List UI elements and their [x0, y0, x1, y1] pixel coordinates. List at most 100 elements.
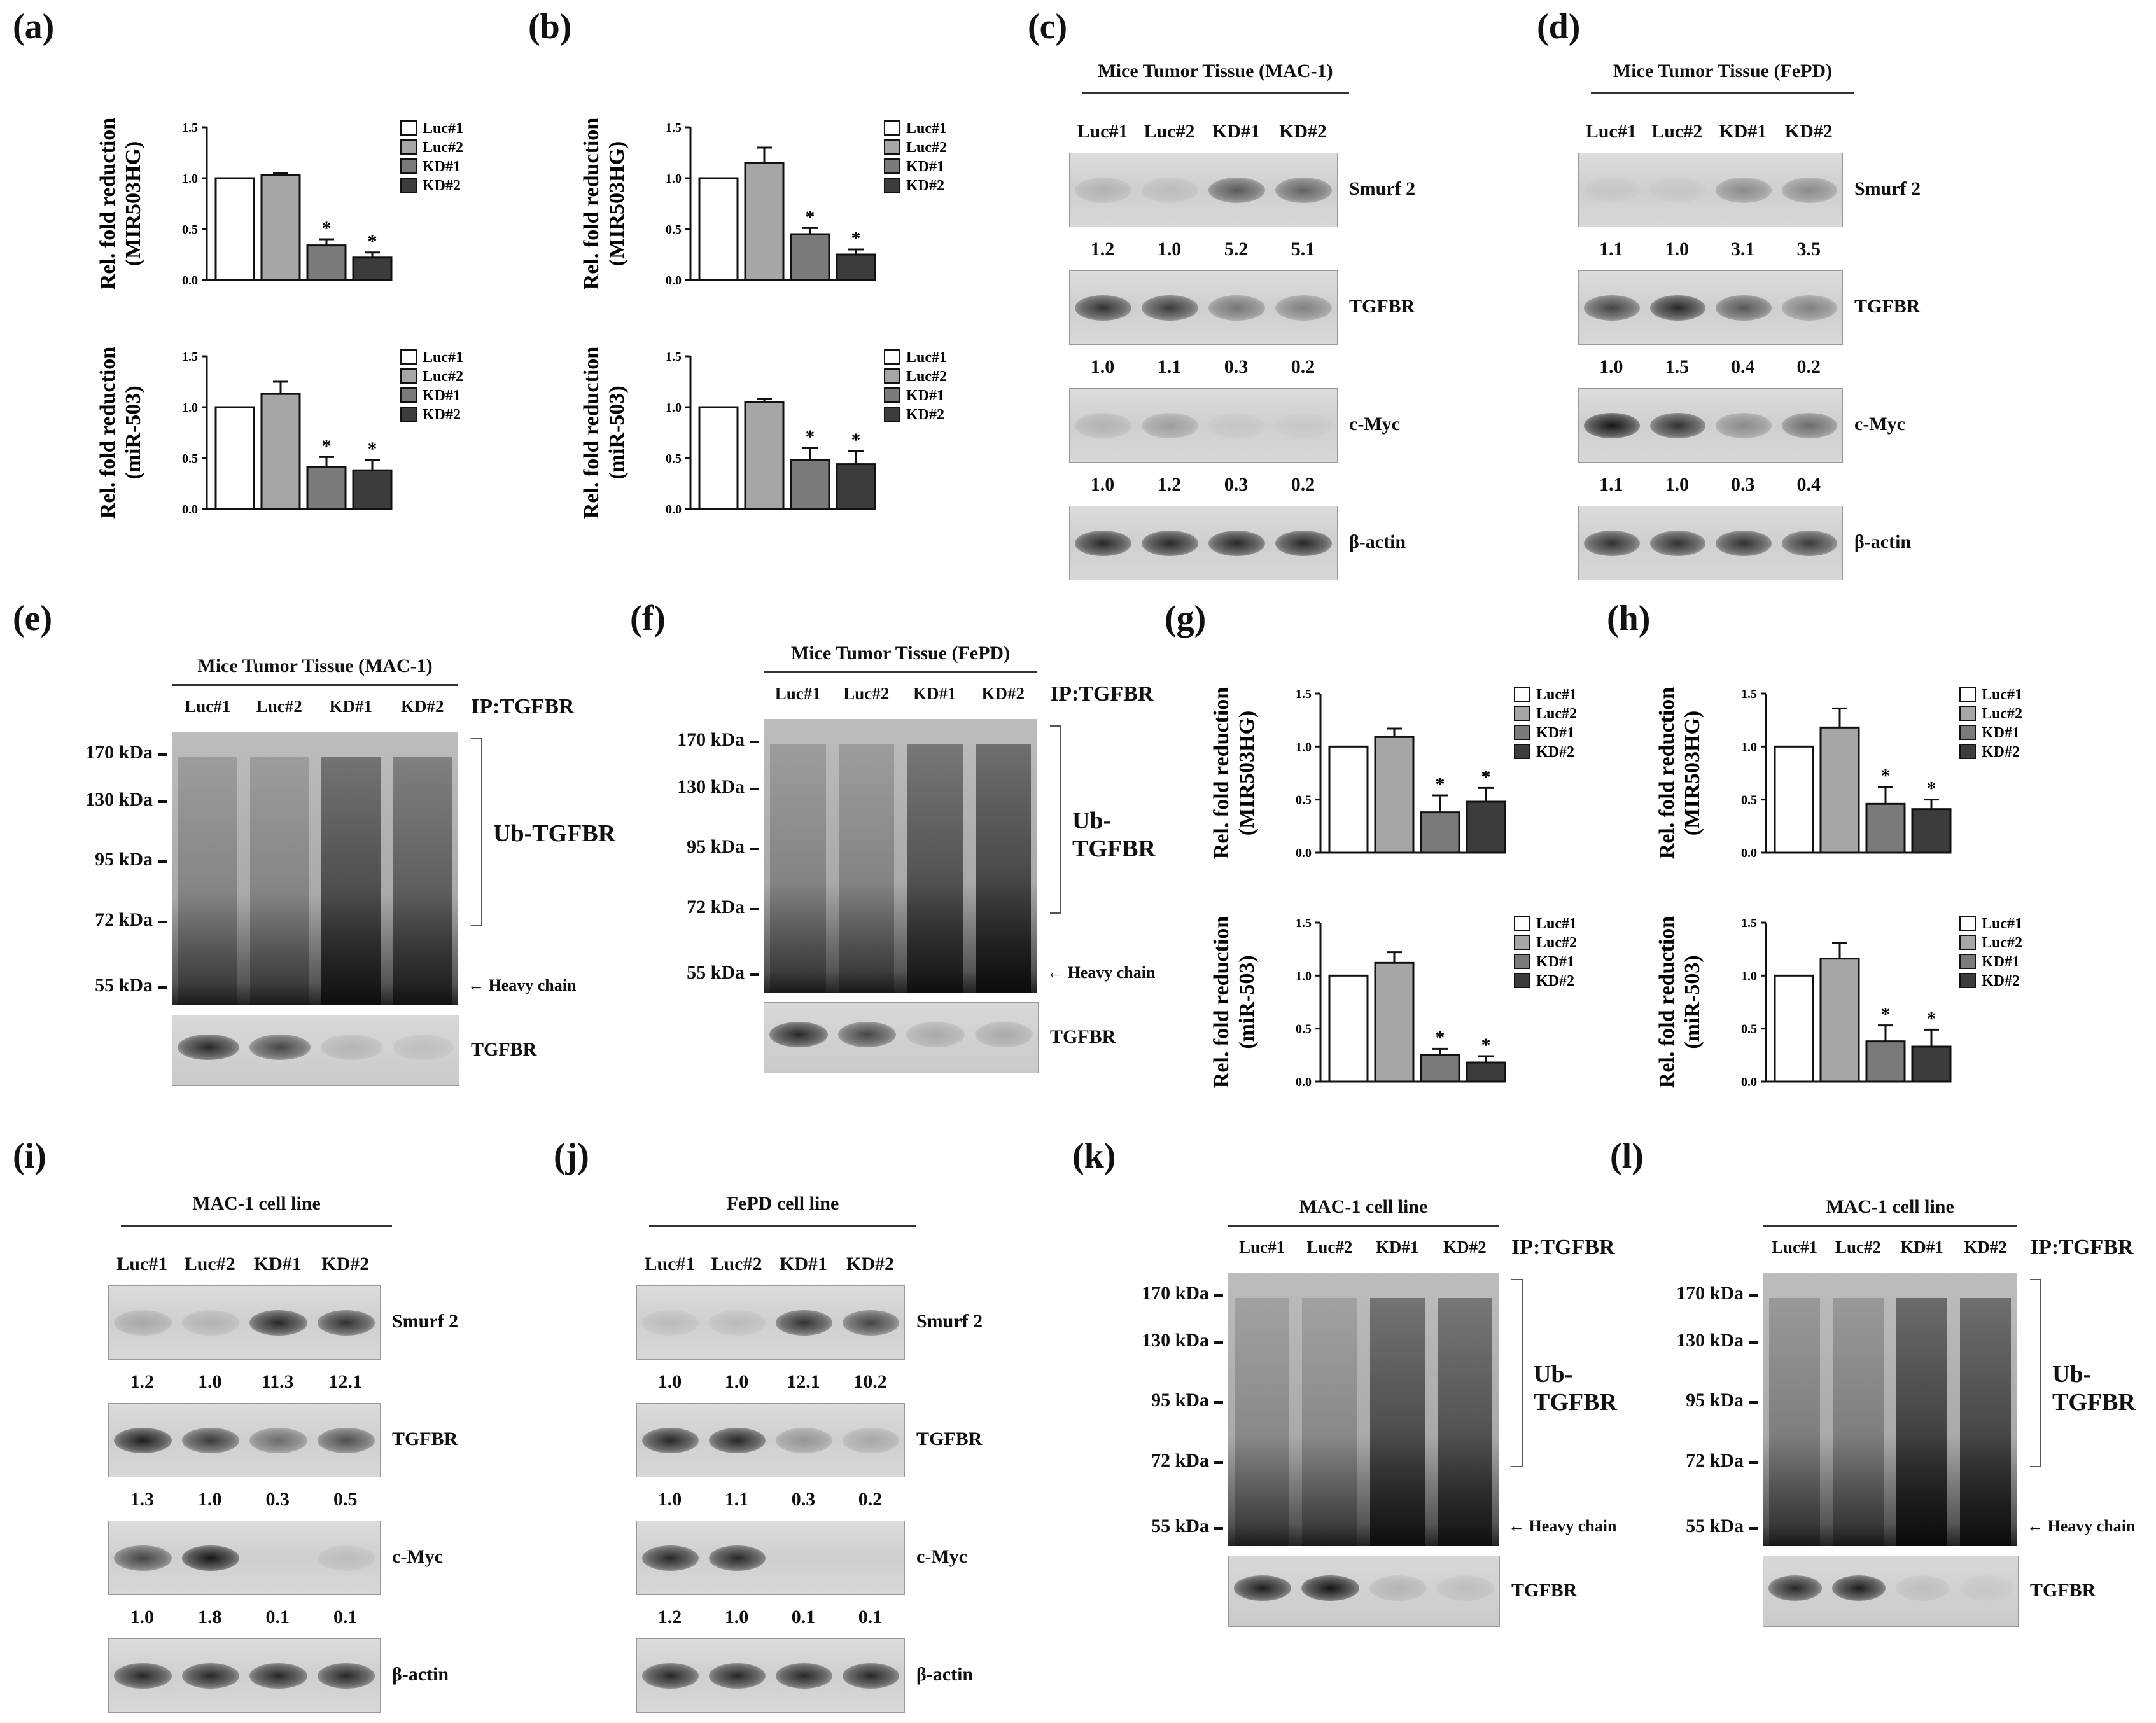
quant-value: 0.1 — [858, 1607, 883, 1628]
significance-star: * — [806, 206, 815, 227]
blot-band — [1208, 412, 1265, 438]
legend-label: KD#2 — [1536, 973, 1574, 989]
protein-label: TGFBR — [916, 1428, 983, 1449]
mw-marker-label: 95 kDa — [1151, 1390, 1209, 1411]
blot-band — [181, 1545, 239, 1571]
lane-label: Luc#2 — [1144, 121, 1195, 142]
blot-strip — [108, 1403, 381, 1477]
significance-star: * — [1436, 1027, 1445, 1048]
blot-band — [709, 1309, 766, 1336]
quant-value: 3.5 — [1796, 239, 1821, 260]
blot-band — [1142, 530, 1198, 556]
blot-strip — [1578, 506, 1843, 580]
y-axis-label: Rel. fold reduction — [1655, 687, 1679, 860]
blot-band — [1781, 412, 1837, 438]
ub-smear — [907, 744, 963, 993]
mw-marker-label: 72 kDa — [687, 896, 745, 917]
blot-band — [1301, 1575, 1359, 1601]
legend-label: KD#1 — [423, 387, 461, 404]
ub-smear — [1437, 1298, 1492, 1546]
legend-label: KD#1 — [1982, 954, 2020, 970]
protein-label: TGFBR — [392, 1428, 458, 1449]
y-tick-label: 1.5 — [182, 121, 198, 135]
mw-marker-tick — [1214, 1341, 1223, 1344]
bar — [1466, 1061, 1506, 1083]
lane-label: Luc#1 — [1771, 1238, 1817, 1257]
ub-smear — [975, 744, 1031, 993]
quant-value: 0.1 — [791, 1607, 816, 1628]
legend-swatch — [1959, 706, 1976, 721]
ub-smear — [770, 744, 826, 993]
significance-star: * — [1436, 774, 1445, 795]
heavy-chain-label: ← Heavy chain — [2027, 1516, 2136, 1535]
mw-marker-tick — [750, 907, 759, 910]
quant-value: 1.2 — [1157, 474, 1182, 495]
quant-value: 0.3 — [1731, 474, 1755, 495]
blot-title-rule — [1082, 92, 1349, 94]
protein-label: TGFBR — [1050, 1026, 1116, 1047]
quant-value: 0.2 — [858, 1489, 883, 1510]
quant-value: 10.2 — [853, 1371, 887, 1392]
input-blot-strip — [172, 1015, 459, 1086]
significance-star: * — [368, 231, 377, 252]
quant-value: 1.5 — [1665, 356, 1690, 377]
bar — [836, 253, 876, 281]
quant-value: 0.4 — [1796, 474, 1821, 495]
bar — [790, 459, 830, 510]
blot-band — [642, 1545, 699, 1571]
bar — [1865, 1040, 1906, 1083]
ip-gel — [764, 719, 1037, 993]
quant-value: 0.3 — [1224, 356, 1249, 377]
legend-swatch — [1514, 916, 1530, 931]
lane-label: KD#2 — [1279, 121, 1327, 142]
mw-marker-label: 95 kDa — [95, 849, 153, 870]
legend-swatch — [1514, 687, 1530, 702]
legend-label: Luc#1 — [906, 120, 947, 137]
ip-label: IP:TGFBR — [2030, 1236, 2134, 1259]
blot-title: Mice Tumor Tissue (FePD) — [1613, 60, 1833, 81]
y-tick-label: 1.5 — [666, 350, 682, 364]
lane-label: Luc#2 — [1835, 1238, 1881, 1257]
y-tick-label: 1.5 — [1296, 916, 1312, 930]
quant-value: 1.0 — [1157, 239, 1182, 260]
lane-label: Luc#1 — [644, 1253, 696, 1274]
legend-swatch — [1959, 954, 1976, 969]
bar-chart-b-mir503: Rel. fold reduction (miR-503) 0.0 0.5 1.0 1.5… — [580, 347, 947, 519]
bar — [698, 177, 739, 281]
blot-strip — [1578, 270, 1843, 345]
blot-strip — [108, 1285, 381, 1360]
ub-smear — [178, 757, 237, 1005]
panel-label-h: (h) — [1607, 599, 1651, 638]
y-tick-label: 1.0 — [182, 401, 198, 415]
significance-star: * — [368, 438, 377, 459]
blot-strip — [1069, 506, 1338, 580]
legend-swatch — [1959, 973, 1976, 988]
mw-marker-tick — [1214, 1401, 1223, 1404]
legend-swatch — [884, 178, 900, 193]
input-blot-strip — [1228, 1556, 1500, 1627]
blot-strip — [636, 1403, 905, 1477]
bar-chart-h-mir503hg: Rel. fold reduction (MIR503HG) 0.0 0.5 1.0 1.… — [1655, 687, 2022, 860]
blot-band — [1649, 530, 1705, 556]
mw-marker-tick — [158, 800, 167, 803]
ub-smear — [838, 744, 894, 993]
quant-value: 12.1 — [328, 1371, 363, 1392]
blot-band — [1716, 530, 1772, 556]
mw-marker-tick — [750, 848, 759, 851]
ip-label: IP:TGFBR — [1511, 1236, 1615, 1259]
y-axis-label: (miR-503) — [605, 386, 629, 479]
legend-swatch — [884, 407, 900, 422]
mw-marker-tick — [1749, 1526, 1758, 1530]
blot-band — [1781, 295, 1837, 321]
panel-label-l: (l) — [1610, 1136, 1644, 1176]
legend-swatch — [400, 178, 417, 193]
quant-value: 1.0 — [1090, 356, 1115, 377]
legend-label: KD#1 — [906, 158, 944, 175]
legend-label: Luc#2 — [423, 368, 463, 385]
legend-swatch — [1959, 725, 1976, 740]
bar — [1374, 961, 1415, 1083]
protein-label: TGFBR — [1511, 1580, 1578, 1601]
bar-chart-g-mir503hg: Rel. fold reduction (MIR503HG) 0.0 0.5 1.0 1.… — [1210, 687, 1577, 860]
mw-marker-tick — [158, 860, 167, 863]
quant-value: 1.3 — [130, 1489, 155, 1510]
